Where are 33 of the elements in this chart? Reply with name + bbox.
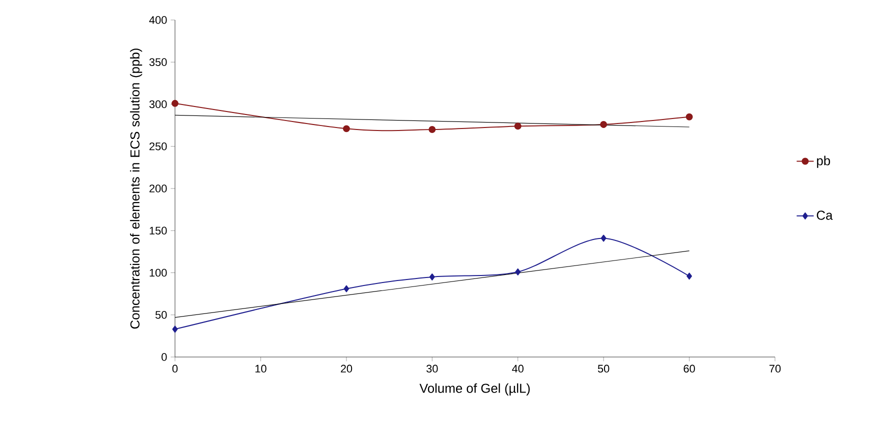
y-tick-label: 100	[150, 268, 167, 277]
y-tick-label: 250	[149, 142, 167, 150]
point	[600, 234, 606, 242]
point	[514, 122, 522, 130]
x-tick-label: 40	[512, 364, 524, 373]
y-tick-label: 200	[149, 184, 167, 192]
point	[428, 126, 436, 134]
point	[344, 285, 350, 292]
x-tick-label: 60	[684, 364, 695, 373]
y-tick-label: 0	[162, 353, 167, 361]
point	[600, 120, 608, 128]
y-tick-label: 350	[149, 58, 167, 66]
point	[686, 272, 692, 280]
y-tick-label: 400	[149, 16, 167, 24]
point	[342, 125, 350, 132]
point	[429, 273, 435, 280]
x-tick-label: 0	[172, 364, 178, 373]
y-tick-label: 50	[155, 311, 167, 319]
x-tick-label: 20	[340, 364, 352, 373]
x-tick-label: 10	[255, 364, 266, 373]
x-tick-label: 50	[598, 364, 610, 373]
x-tick-label: 30	[426, 364, 438, 373]
point	[172, 326, 178, 333]
legend-label: pb	[817, 156, 830, 168]
x-axis-title: Volume of Gel (µlL)	[420, 383, 530, 396]
x-tick-label: 70	[769, 364, 781, 373]
point	[686, 113, 693, 120]
y-tick-label: 150	[150, 226, 167, 235]
legend-label: Ca	[816, 210, 833, 220]
y-axis-title: Concentration of elements in ECS solution (ppb)	[130, 48, 142, 329]
point	[515, 268, 521, 276]
point	[172, 100, 178, 107]
y-tick-label: 300	[149, 100, 167, 108]
